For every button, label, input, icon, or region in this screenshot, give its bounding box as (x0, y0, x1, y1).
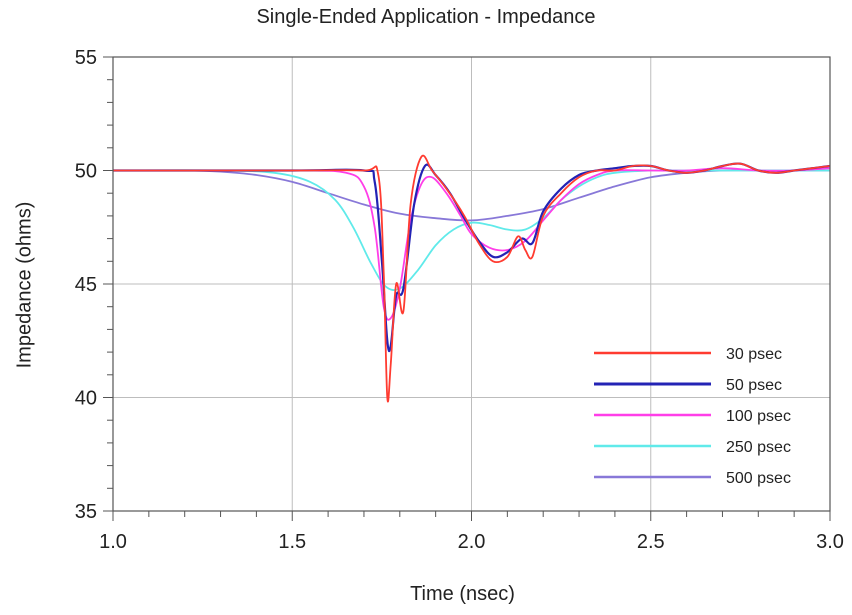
series-line-100-psec (112, 167, 831, 321)
chart-title: Single-Ended Application - Impedance (256, 6, 596, 28)
legend-label: 30 psec (726, 346, 782, 363)
y-tick-label: 45 (75, 274, 97, 296)
legend-label: 100 psec (726, 408, 791, 425)
x-axis-label: Time (nsec) (410, 583, 515, 605)
x-tick-label: 2.5 (637, 531, 665, 553)
y-axis-label: Impedance (ohms) (13, 201, 36, 369)
series-line-30-psec (112, 154, 831, 403)
x-tick-label: 3.0 (816, 531, 844, 553)
x-tick-label: 1.0 (99, 531, 127, 553)
legend-label: 50 psec (726, 377, 782, 394)
x-tick-label: 1.5 (278, 531, 306, 553)
legend-label: 500 psec (726, 470, 791, 487)
legend-label: 250 psec (726, 439, 791, 456)
legend: 30 psec 50 psec 100 psec 250 psec 500 psec (594, 346, 791, 487)
series-lines (112, 154, 831, 403)
x-tick-label: 2.0 (458, 531, 486, 553)
tick-labels: 1.0 1.5 2.0 2.5 3.0 35 40 45 50 55 (75, 47, 844, 553)
y-tick-label: 40 (75, 388, 97, 410)
grid (113, 57, 830, 511)
y-tick-label: 35 (75, 501, 97, 523)
y-tick-label: 50 (75, 161, 97, 183)
y-tick-label: 55 (75, 47, 97, 69)
axis-ticks (103, 56, 831, 521)
